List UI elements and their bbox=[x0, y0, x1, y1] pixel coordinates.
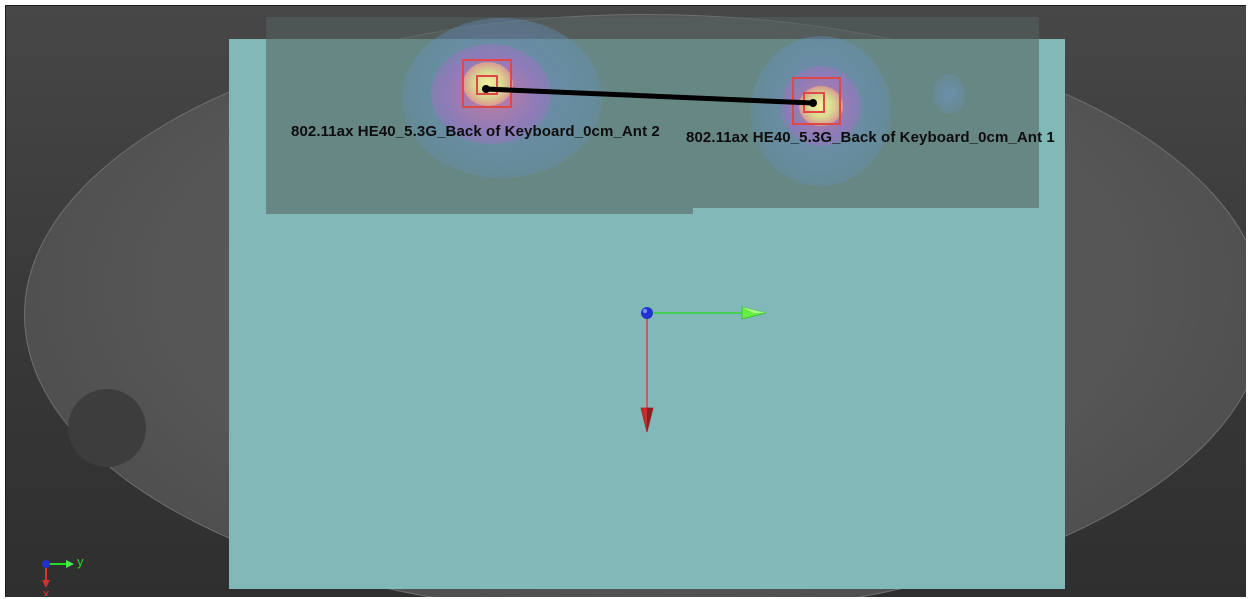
antenna-connector-line bbox=[483, 86, 816, 106]
triad-x-label: x bbox=[43, 586, 50, 596]
overlay-graphics bbox=[482, 85, 817, 433]
triad-y-label: y bbox=[77, 554, 84, 569]
connector-end-ant2 bbox=[482, 85, 490, 93]
peak-marker-ant2-outer[interactable] bbox=[462, 59, 512, 108]
connector-end-ant1 bbox=[809, 99, 817, 107]
3d-viewport[interactable]: 802.11ax HE40_5.3G_Back of Keyboard_0cm_… bbox=[5, 5, 1246, 597]
x-axis-arrow-icon bbox=[640, 313, 654, 433]
heatmap-ant1-blob bbox=[933, 74, 965, 114]
origin-sphere-icon bbox=[641, 307, 653, 319]
heatmap-ant2-core bbox=[463, 62, 513, 106]
antenna-label-ant2: 802.11ax HE40_5.3G_Back of Keyboard_0cm_… bbox=[291, 123, 660, 140]
antenna-label-ant1: 802.11ax HE40_5.3G_Back of Keyboard_0cm_… bbox=[686, 129, 1055, 146]
y-axis-arrow-icon bbox=[647, 306, 767, 320]
orientation-triad-icon[interactable]: y x bbox=[34, 546, 94, 596]
peak-marker-ant2-inner[interactable] bbox=[476, 75, 498, 95]
phantom-fill-hole bbox=[68, 389, 146, 467]
